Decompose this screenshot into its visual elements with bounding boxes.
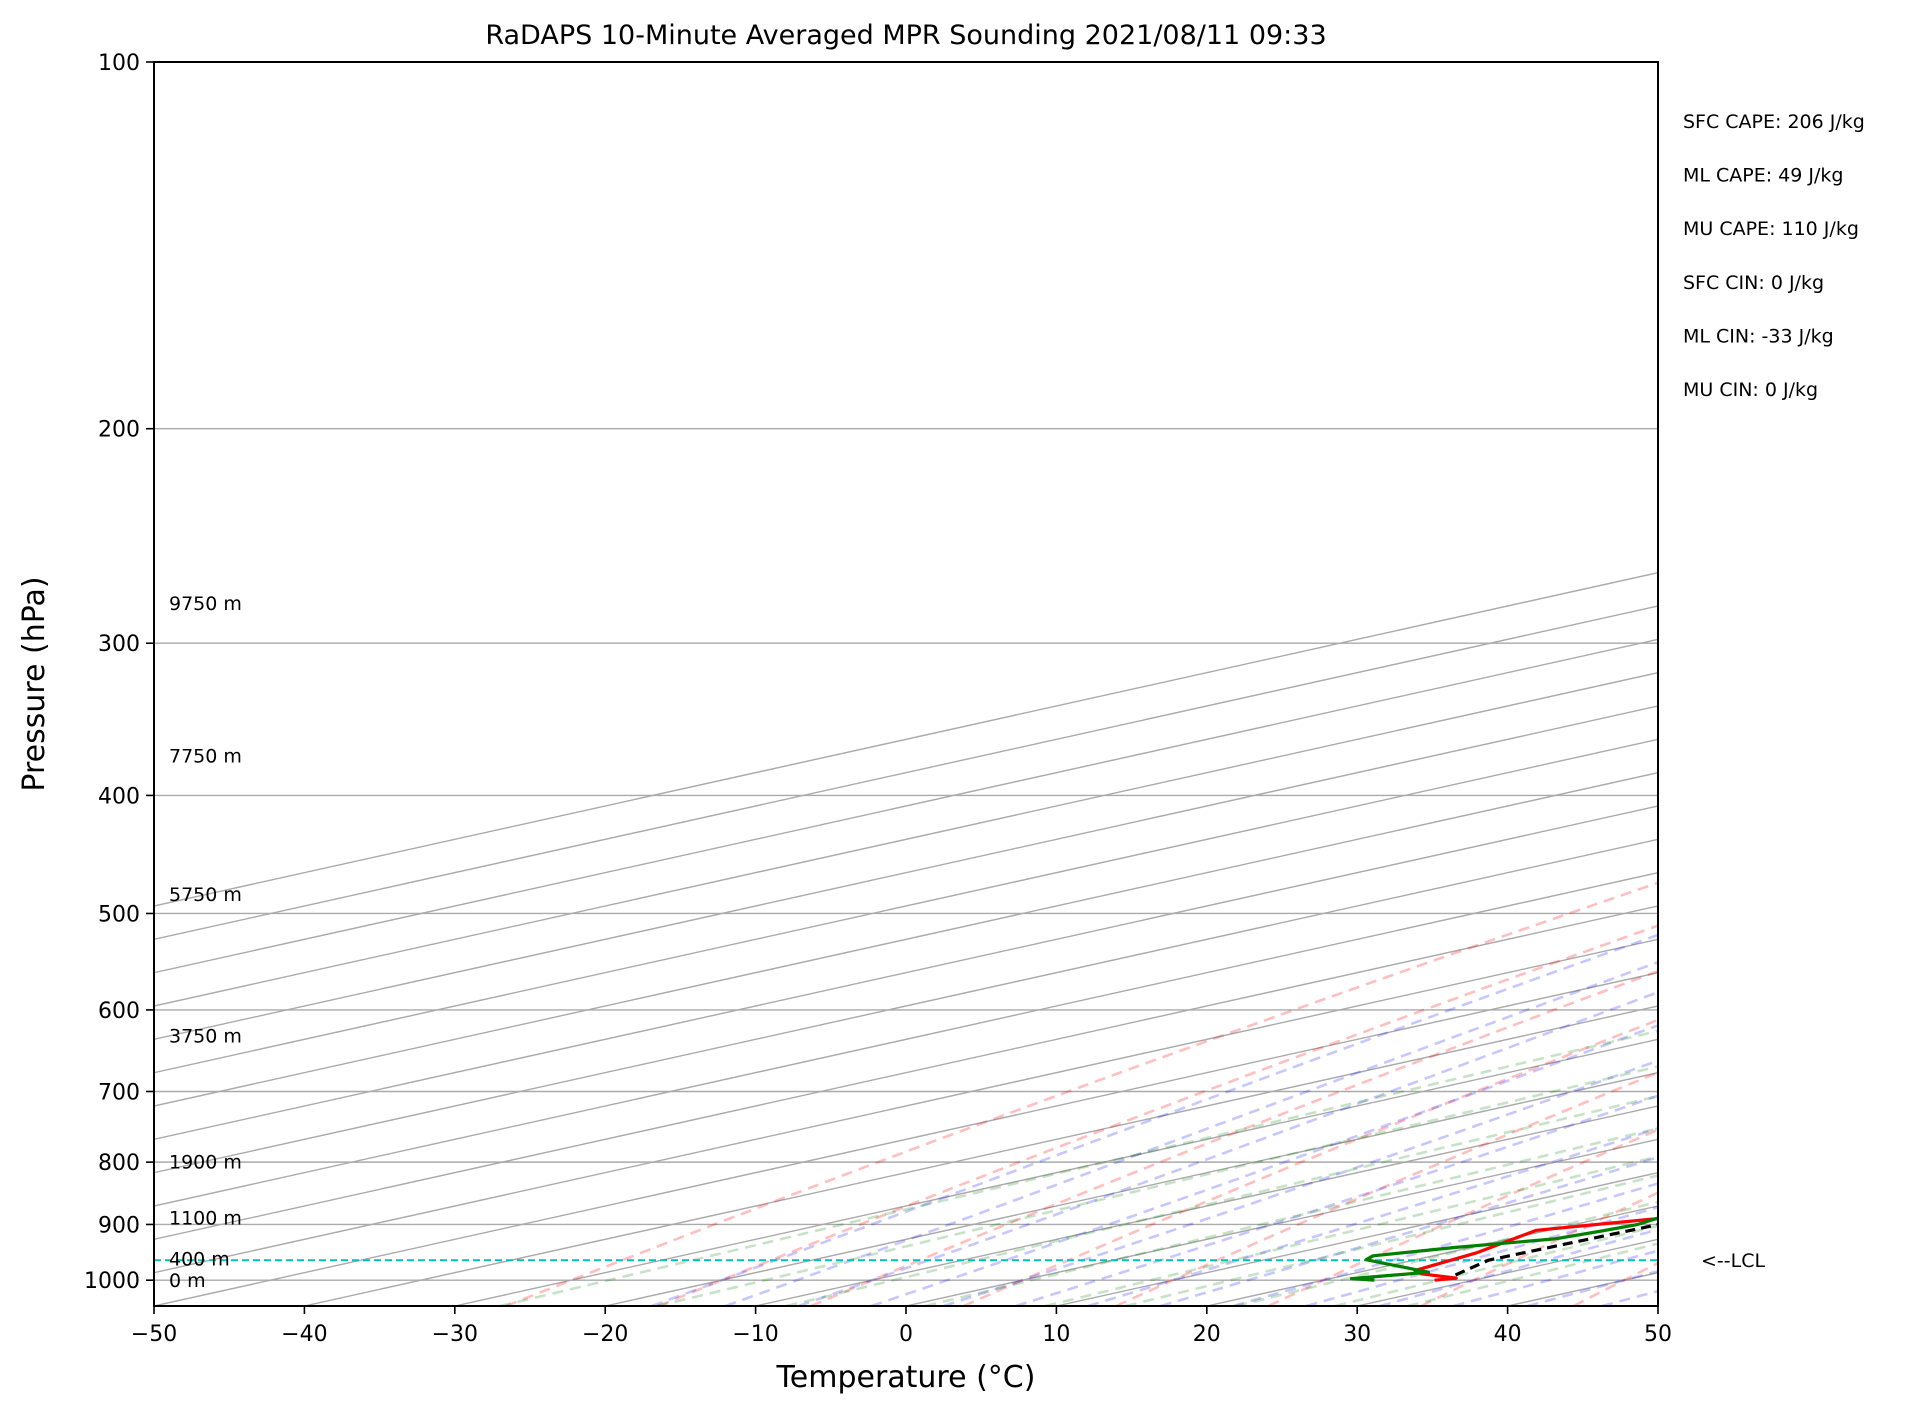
x-tick-label: −40: [281, 1322, 327, 1347]
stability-index-text: SFC CAPE: 206 J/kg: [1683, 111, 1865, 133]
x-tick-label: −10: [732, 1322, 778, 1347]
x-tick-label: 20: [1193, 1322, 1221, 1347]
height-label: 7750 m: [169, 746, 242, 768]
height-label: 1900 m: [169, 1151, 242, 1173]
height-label: 0 m: [169, 1270, 206, 1292]
y-tick-label: 100: [98, 51, 140, 76]
y-axis-label: Pressure (hPa): [17, 576, 52, 791]
y-tick-label: 300: [98, 632, 140, 657]
stability-index-text: MU CIN: 0 J/kg: [1683, 379, 1818, 401]
x-tick-label: 30: [1343, 1322, 1371, 1347]
stability-index-text: ML CIN: -33 J/kg: [1683, 325, 1834, 347]
y-tick-label: 500: [98, 902, 140, 927]
y-tick-label: 700: [98, 1080, 140, 1105]
height-label: 9750 m: [169, 593, 242, 615]
y-tick-label: 800: [98, 1151, 140, 1176]
x-tick-label: 50: [1644, 1322, 1672, 1347]
height-label: 5750 m: [169, 884, 242, 906]
x-tick-label: −30: [432, 1322, 478, 1347]
y-tick-label: 1000: [84, 1269, 140, 1294]
x-axis-label: Temperature (°C): [776, 1360, 1036, 1395]
y-tick-label: 600: [98, 999, 140, 1024]
height-label: 1100 m: [169, 1207, 242, 1229]
x-tick-label: −50: [131, 1322, 177, 1347]
y-tick-label: 200: [98, 418, 140, 443]
x-tick-label: 40: [1494, 1322, 1522, 1347]
stability-index-text: MU CAPE: 110 J/kg: [1683, 218, 1859, 240]
x-tick-label: 10: [1042, 1322, 1070, 1347]
y-tick-label: 400: [98, 784, 140, 809]
lcl-label: <--LCL: [1701, 1250, 1765, 1272]
x-tick-label: 0: [899, 1322, 913, 1347]
stability-index-text: ML CAPE: 49 J/kg: [1683, 165, 1843, 187]
y-tick-label: 900: [98, 1213, 140, 1238]
height-label: 400 m: [169, 1249, 230, 1271]
chart-title: RaDAPS 10-Minute Averaged MPR Sounding 2…: [485, 20, 1326, 51]
height-label: 3750 m: [169, 1026, 242, 1048]
stability-index-text: SFC CIN: 0 J/kg: [1683, 272, 1824, 294]
x-tick-label: −20: [582, 1322, 628, 1347]
